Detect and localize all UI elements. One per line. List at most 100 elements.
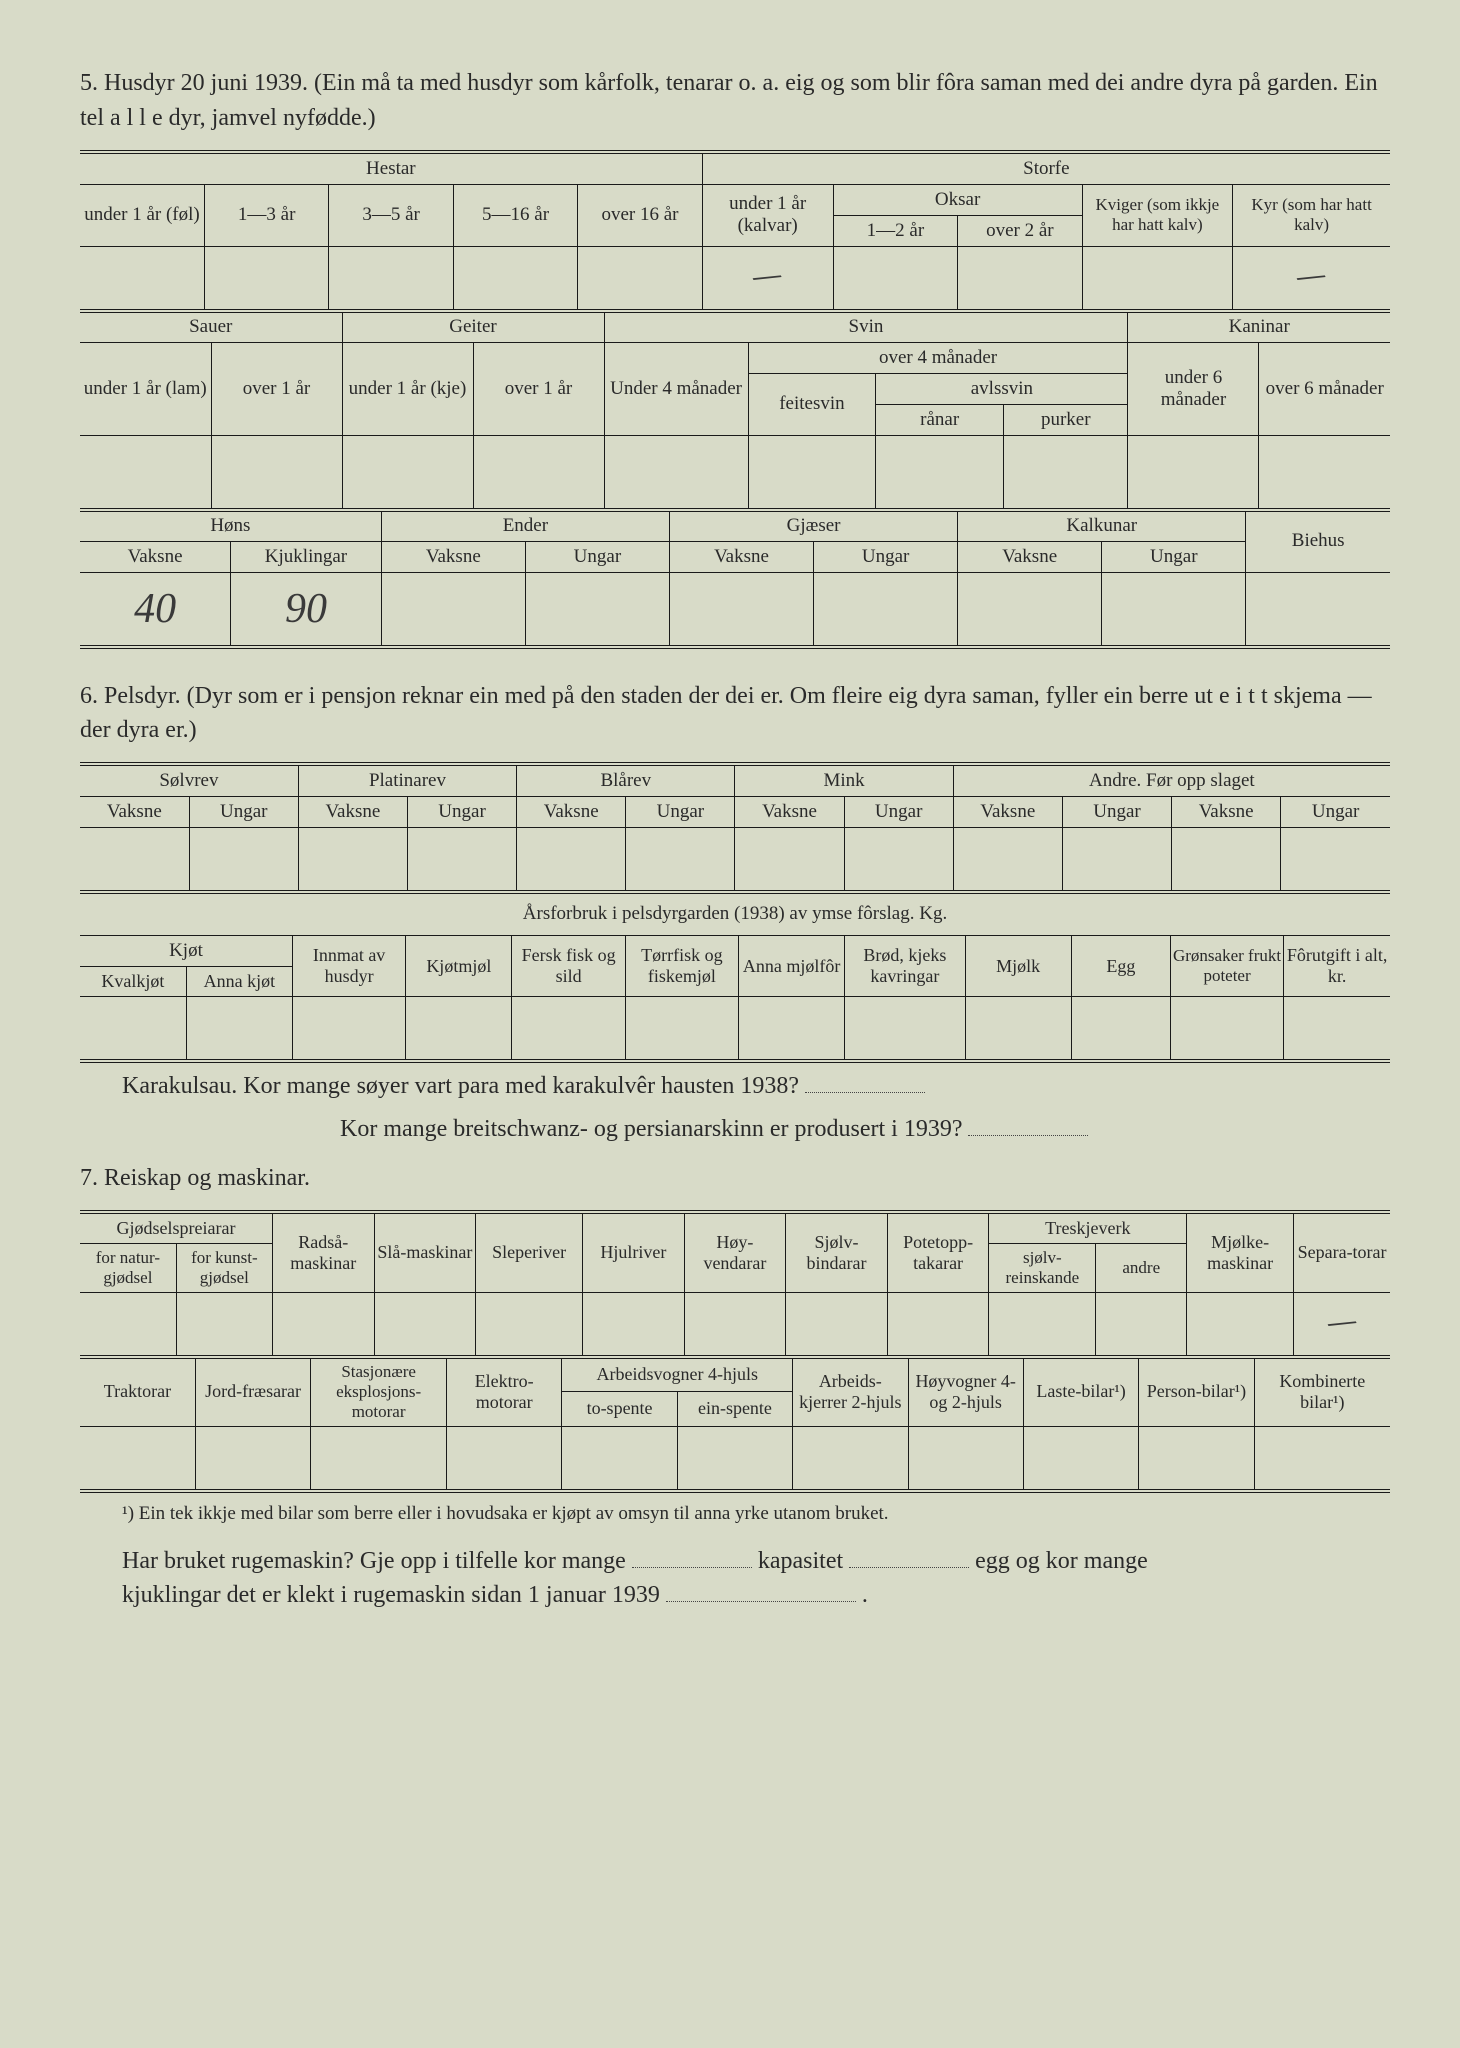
- cell-oksar-o2[interactable]: [958, 246, 1082, 311]
- cell-kan-u6[interactable]: [1128, 435, 1259, 510]
- cell-arsforbruk[interactable]: [80, 997, 186, 1062]
- cell-arsforbruk[interactable]: [739, 997, 845, 1062]
- section6-heading: 6. Pelsdyr. (Dyr som er i pensjon reknar…: [80, 679, 1390, 749]
- cell-pelsdyr[interactable]: [189, 828, 298, 893]
- cell-kviger[interactable]: [1082, 246, 1233, 311]
- cell-reiskap2[interactable]: [1023, 1426, 1138, 1491]
- cell-pelsdyr[interactable]: [626, 828, 735, 893]
- cell-pelsdyr[interactable]: [1172, 828, 1281, 893]
- col-hestar-3-5: 3—5 år: [329, 184, 453, 246]
- cell-pelsdyr[interactable]: [953, 828, 1062, 893]
- cell-kan-o6[interactable]: [1259, 435, 1390, 510]
- cell-biehus[interactable]: [1246, 572, 1390, 647]
- cell-svin-feit[interactable]: [748, 435, 876, 510]
- cell-gjaser-ungar[interactable]: [814, 572, 958, 647]
- cell-hons-vaksne[interactable]: 40: [80, 572, 231, 647]
- col-ein-spente: ein-spente: [677, 1392, 792, 1427]
- cell-hestar-5-16[interactable]: [453, 246, 577, 311]
- blank-answer[interactable]: [805, 1071, 925, 1094]
- col-radsa: Radså-maskinar: [272, 1212, 374, 1293]
- cell-reiskap[interactable]: [684, 1292, 786, 1357]
- cell-pelsdyr[interactable]: [1281, 828, 1390, 893]
- col-hons-vaksne: Vaksne: [80, 541, 231, 572]
- cell-ender-ungar[interactable]: [525, 572, 669, 647]
- cell-storfe-u1[interactable]: /: [702, 246, 833, 311]
- cell-kalkunar-vaksne[interactable]: [958, 572, 1102, 647]
- cell-arsforbruk[interactable]: [1284, 997, 1390, 1062]
- col-kalkunar-vaksne: Vaksne: [958, 541, 1102, 572]
- cell-reiskap2[interactable]: [195, 1426, 310, 1491]
- cell-arsforbruk[interactable]: [965, 997, 1071, 1062]
- cell-reiskap[interactable]: [887, 1292, 989, 1357]
- col-tre-andre: andre: [1096, 1243, 1187, 1292]
- cell-arsforbruk[interactable]: [1170, 997, 1283, 1062]
- cell-hestar-3-5[interactable]: [329, 246, 453, 311]
- col-sjolvbindarar: Sjølv-bindarar: [786, 1212, 888, 1293]
- cell-reiskap2[interactable]: [80, 1426, 195, 1491]
- cell-pelsdyr[interactable]: [517, 828, 626, 893]
- cell-reiskap2[interactable]: [1254, 1426, 1390, 1491]
- cell-reiskap[interactable]: [476, 1292, 583, 1357]
- col-stasjon: Stasjonære eksplosjons-motorar: [311, 1358, 447, 1427]
- col-gj-natur: for natur-gjødsel: [80, 1243, 176, 1292]
- cell-pelsdyr[interactable]: [80, 828, 189, 893]
- rugemaskin-question: Har bruket rugemaskin? Gje opp i tilfell…: [80, 1544, 1390, 1614]
- cell-arsforbruk[interactable]: [845, 997, 965, 1062]
- cell-reiskap2[interactable]: [311, 1426, 447, 1491]
- col-hjulriver: Hjulriver: [583, 1212, 685, 1293]
- cell-reiskap[interactable]: [1187, 1292, 1294, 1357]
- cell-hons-kjuklingar[interactable]: 90: [231, 572, 382, 647]
- cell-reiskap[interactable]: [1096, 1292, 1187, 1357]
- cell-hestar-1-3[interactable]: [204, 246, 328, 311]
- cell-svin-purker[interactable]: [1004, 435, 1128, 510]
- cell-reiskap[interactable]: [583, 1292, 685, 1357]
- cell-pelsdyr[interactable]: [735, 828, 844, 893]
- blank-answer[interactable]: [849, 1545, 969, 1568]
- cell-reiskap[interactable]: [272, 1292, 374, 1357]
- cell-arsforbruk[interactable]: [625, 997, 738, 1062]
- cell-reiskap2[interactable]: [447, 1426, 562, 1491]
- cell-gjaser-vaksne[interactable]: [669, 572, 813, 647]
- blank-answer[interactable]: [968, 1113, 1088, 1136]
- census-form-page: 5. Husdyr 20 juni 1939. (Ein må ta med h…: [0, 0, 1460, 2048]
- cell-arsforbruk[interactable]: [186, 997, 292, 1062]
- cell-reiskap[interactable]: [80, 1292, 176, 1357]
- q-part1: Har bruket rugemaskin? Gje opp i tilfell…: [122, 1548, 626, 1574]
- cell-separator[interactable]: /: [1294, 1292, 1390, 1357]
- cell-sauer-o1[interactable]: [211, 435, 342, 510]
- col-ender-ungar: Ungar: [525, 541, 669, 572]
- cell-kalkunar-ungar[interactable]: [1102, 572, 1246, 647]
- cell-sauer-u1[interactable]: [80, 435, 211, 510]
- cell-reiskap[interactable]: [786, 1292, 888, 1357]
- cell-reiskap2[interactable]: [1139, 1426, 1254, 1491]
- cell-geiter-o1[interactable]: [473, 435, 604, 510]
- cell-reiskap2[interactable]: [677, 1426, 792, 1491]
- cell-reiskap[interactable]: [989, 1292, 1096, 1357]
- cell-ender-vaksne[interactable]: [381, 572, 525, 647]
- blank-answer[interactable]: [666, 1580, 856, 1603]
- cell-svin-u4[interactable]: [604, 435, 748, 510]
- cell-oksar-1-2[interactable]: [833, 246, 957, 311]
- col-annakjot: Anna kjøt: [186, 967, 292, 997]
- col-oksar-1-2: 1—2 år: [833, 215, 957, 246]
- cell-kyr[interactable]: /: [1233, 246, 1390, 311]
- cell-arsforbruk[interactable]: [512, 997, 625, 1062]
- cell-svin-ranar[interactable]: [876, 435, 1004, 510]
- col-arbeidsvogner: Arbeidsvogner 4-hjuls: [562, 1358, 793, 1392]
- cell-reiskap2[interactable]: [908, 1426, 1023, 1491]
- cell-pelsdyr[interactable]: [407, 828, 516, 893]
- cell-hestar-o16[interactable]: [578, 246, 702, 311]
- cell-reiskap2[interactable]: [562, 1426, 677, 1491]
- cell-arsforbruk[interactable]: [292, 997, 405, 1062]
- cell-hestar-u1[interactable]: [80, 246, 204, 311]
- cell-reiskap2[interactable]: [793, 1426, 908, 1491]
- cell-pelsdyr[interactable]: [1062, 828, 1171, 893]
- cell-pelsdyr[interactable]: [844, 828, 953, 893]
- blank-answer[interactable]: [632, 1545, 752, 1568]
- cell-arsforbruk[interactable]: [406, 997, 512, 1062]
- cell-arsforbruk[interactable]: [1071, 997, 1170, 1062]
- cell-geiter-u1[interactable]: [342, 435, 473, 510]
- cell-reiskap[interactable]: [176, 1292, 272, 1357]
- cell-reiskap[interactable]: [374, 1292, 476, 1357]
- cell-pelsdyr[interactable]: [298, 828, 407, 893]
